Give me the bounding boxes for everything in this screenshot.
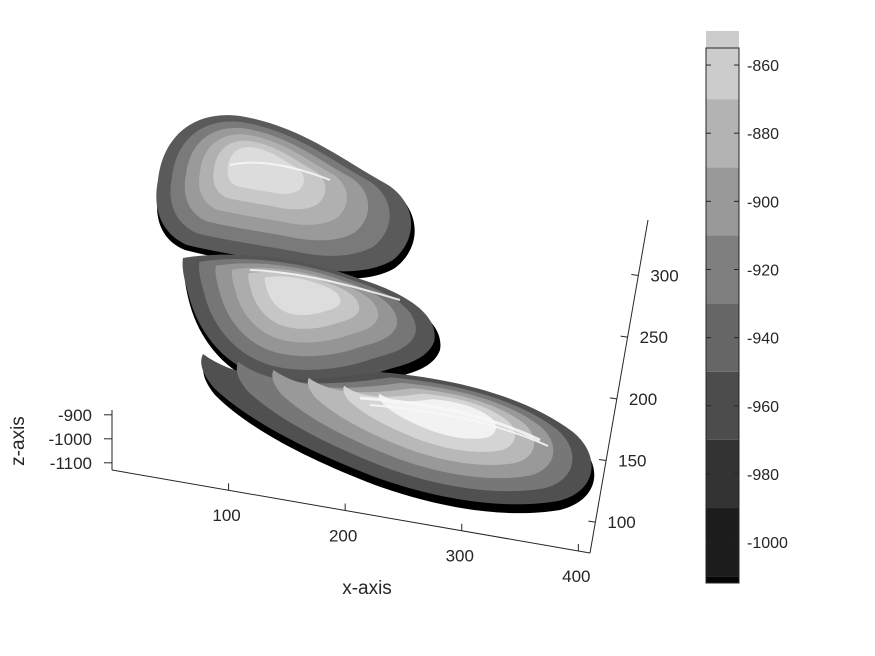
colorbar-band xyxy=(706,167,739,236)
z-tick-label: -1100 xyxy=(50,454,92,473)
surface-highlight xyxy=(229,161,331,181)
surface-plot xyxy=(156,115,595,514)
surface-highlight xyxy=(359,396,541,442)
surface-highlights xyxy=(229,161,549,447)
y-tick-label: 200 xyxy=(629,390,657,409)
x-tick-label: 400 xyxy=(562,567,590,586)
z-axis-title: z-axis xyxy=(8,416,29,466)
colorbar-band xyxy=(706,508,739,577)
colorbar-band xyxy=(706,371,739,440)
colorbar-tick-label: -920 xyxy=(747,262,779,279)
y-tick xyxy=(588,520,596,523)
colorbar-tick-label: -880 xyxy=(747,126,779,143)
x-tick-label: 200 xyxy=(329,526,357,545)
colorbar-tick-label: -980 xyxy=(747,467,779,484)
colorbar-band xyxy=(706,99,739,168)
y-tick-label: 300 xyxy=(650,267,678,286)
z-tick-label: -900 xyxy=(58,406,92,425)
colorbar-tick-label: -940 xyxy=(747,331,779,348)
y-axis-line xyxy=(589,219,649,554)
surface-contour-band xyxy=(264,276,341,316)
y-axis: 100 150 200 250 300 xyxy=(588,219,679,554)
colorbar-band xyxy=(706,30,739,100)
y-tick xyxy=(609,397,617,400)
colorbar-band xyxy=(706,439,739,509)
colorbar-band xyxy=(706,576,739,583)
colorbar-tick-label: -960 xyxy=(747,399,779,416)
x-axis-title: x-axis xyxy=(342,578,392,599)
colorbar-frame xyxy=(705,47,740,584)
colorbar: -860 -880 -900 -920 -940 -960 -980 -1000 xyxy=(705,30,788,584)
y-tick xyxy=(620,335,628,338)
surface-lobe-upper xyxy=(156,115,415,279)
x-axis-line xyxy=(111,469,591,554)
surface-lobe-lower xyxy=(201,354,595,514)
y-tick xyxy=(599,459,607,461)
colorbar-band xyxy=(706,303,739,372)
surface-highlight xyxy=(369,404,549,447)
z-axis: -900 -1000 -1100 xyxy=(49,406,113,473)
colorbar-tick-label: -900 xyxy=(747,194,779,211)
x-axis: 100 200 300 400 xyxy=(111,469,591,586)
x-tick-label: 300 xyxy=(446,547,474,566)
y-tick-label: 250 xyxy=(640,328,668,347)
surface-contour-band xyxy=(227,147,304,194)
surface-contour-band xyxy=(378,393,496,439)
colorbar-tick-label: -860 xyxy=(747,58,779,75)
colorbar-tick-label: -1000 xyxy=(747,535,788,552)
surface-highlight xyxy=(249,269,401,301)
y-tick-label: 100 xyxy=(607,513,635,532)
x-tick-label: 100 xyxy=(212,506,240,525)
z-tick-label: -1000 xyxy=(49,430,92,449)
y-tick-label: 150 xyxy=(618,452,646,471)
y-tick xyxy=(631,274,639,276)
colorbar-band xyxy=(706,235,739,304)
axes: 100 200 300 400 100 150 200 250 300 -900 -1000 -1… xyxy=(8,219,679,599)
